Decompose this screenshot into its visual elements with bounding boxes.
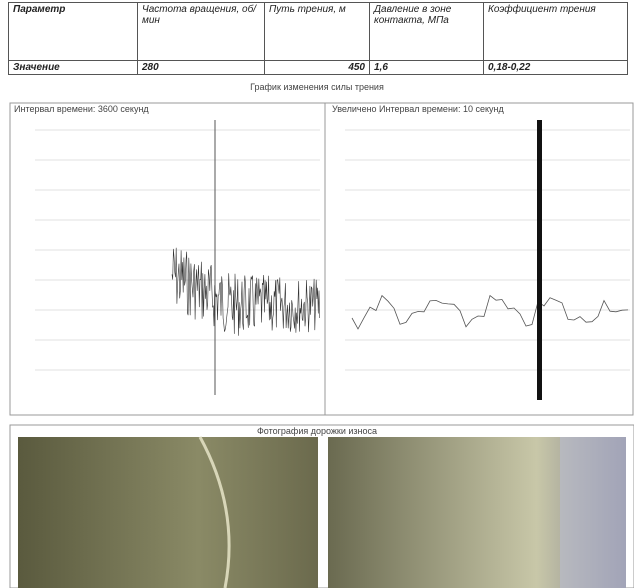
photo-detail	[560, 437, 626, 588]
photo-section-title: Фотография дорожки износа	[0, 426, 634, 436]
signal	[172, 248, 320, 336]
panel-frame	[325, 103, 633, 415]
photo	[18, 437, 318, 588]
panel-label: Интервал времени: 3600 секунд	[14, 104, 149, 114]
page: Параметр Частота вращения, об/мин Путь т…	[0, 0, 634, 588]
signal	[352, 296, 628, 329]
marker-line	[537, 120, 542, 400]
graphics	[0, 0, 634, 588]
panel-frame	[10, 103, 325, 415]
panel-label: Увеличено Интервал времени: 10 секунд	[332, 104, 504, 114]
